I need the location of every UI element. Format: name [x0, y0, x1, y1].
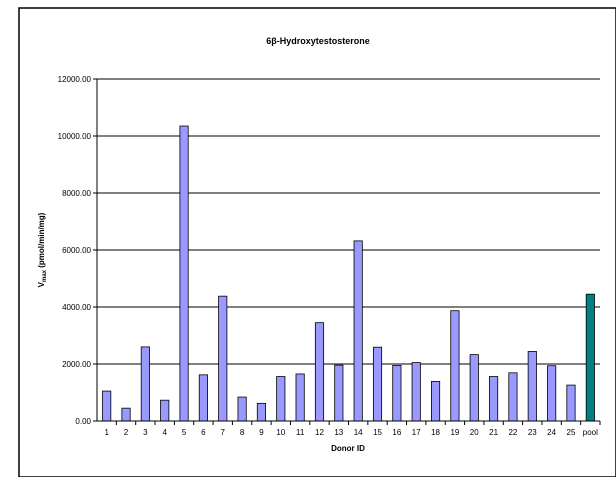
y-tick-label-5: 10000.00 — [58, 132, 92, 141]
x-tick-label-pool: pool — [583, 428, 598, 437]
y-tick-label-0: 0.00 — [75, 417, 91, 426]
x-tick-label-16: 16 — [392, 428, 401, 437]
bar-14 — [353, 240, 363, 422]
bar-3 — [140, 346, 150, 422]
x-tick-label-6: 6 — [201, 428, 206, 437]
y-axis-title-units: (pmol/min/mg) — [37, 212, 46, 270]
bar-18 — [430, 380, 441, 422]
bar-21 — [489, 376, 499, 422]
y-axis-title: Vmax (pmol/min/mg) — [37, 212, 48, 287]
x-tick-label-9: 9 — [259, 428, 264, 437]
y-tick-label-1: 2000.00 — [62, 360, 91, 369]
x-tick-label-10: 10 — [276, 428, 285, 437]
x-tick-label-17: 17 — [412, 428, 421, 437]
x-tick-label-19: 19 — [450, 428, 459, 437]
bar-12 — [314, 322, 325, 422]
x-tick-label-20: 20 — [470, 428, 479, 437]
x-axis-title: Donor ID — [331, 444, 365, 453]
x-tick-label-8: 8 — [240, 428, 245, 437]
x-tick-label-15: 15 — [373, 428, 382, 437]
x-tick-label-7: 7 — [221, 428, 226, 437]
x-tick-label-2: 2 — [124, 428, 129, 437]
x-tick-label-5: 5 — [182, 428, 187, 437]
y-tick-label-6: 12000.00 — [58, 75, 92, 84]
x-tick-label-3: 3 — [143, 428, 148, 437]
y-tick-label-2: 4000.00 — [62, 303, 91, 312]
bar-17 — [411, 362, 421, 422]
bar-5 — [179, 125, 189, 422]
chart-title: 6β-Hydroxytestosterone — [266, 36, 370, 46]
x-axis-ticks: 1 2 3 4 5 6 7 8 9 10 11 12 13 14 15 16 17 18 19 20 21 22 23 24 2… — [104, 421, 601, 437]
bar-4 — [160, 399, 170, 422]
bar-19 — [450, 310, 460, 422]
bar-6 — [198, 374, 208, 422]
y-axis-title-subscript: max — [42, 269, 48, 282]
bar-20 — [469, 354, 479, 422]
y-tick-label-4: 8000.00 — [62, 189, 91, 198]
x-tick-label-12: 12 — [315, 428, 324, 437]
y-tick-label-3: 6000.00 — [62, 246, 91, 255]
y-axis-ticks: 0.00 2000.00 4000.00 6000.00 8000.00 10000.00… — [58, 75, 97, 426]
bar-2 — [121, 407, 131, 422]
bar-10 — [276, 376, 286, 422]
x-tick-label-1: 1 — [104, 428, 109, 437]
x-tick-label-23: 23 — [528, 428, 537, 437]
x-tick-label-4: 4 — [162, 428, 167, 437]
x-tick-label-24: 24 — [547, 428, 556, 437]
x-tick-label-21: 21 — [489, 428, 498, 437]
x-tick-label-18: 18 — [431, 428, 440, 437]
y-axis-title-main: V — [37, 281, 46, 287]
x-tick-label-13: 13 — [334, 428, 343, 437]
bar-7 — [218, 295, 228, 422]
bar-22 — [508, 372, 518, 422]
x-tick-label-11: 11 — [296, 428, 305, 437]
x-tick-label-25: 25 — [567, 428, 576, 437]
bar-13 — [334, 364, 344, 422]
x-tick-label-22: 22 — [508, 428, 517, 437]
bar-1 — [102, 390, 112, 422]
bar-23 — [527, 351, 537, 422]
bar-9 — [256, 402, 267, 422]
bar-25 — [566, 384, 576, 422]
bar-8 — [237, 396, 247, 422]
bar-11 — [295, 373, 305, 422]
bar-pool — [585, 293, 595, 422]
bar-15 — [372, 346, 383, 422]
bar-24 — [547, 365, 557, 422]
x-tick-label-14: 14 — [354, 428, 363, 437]
bars — [102, 125, 595, 422]
bar-16 — [392, 365, 402, 422]
